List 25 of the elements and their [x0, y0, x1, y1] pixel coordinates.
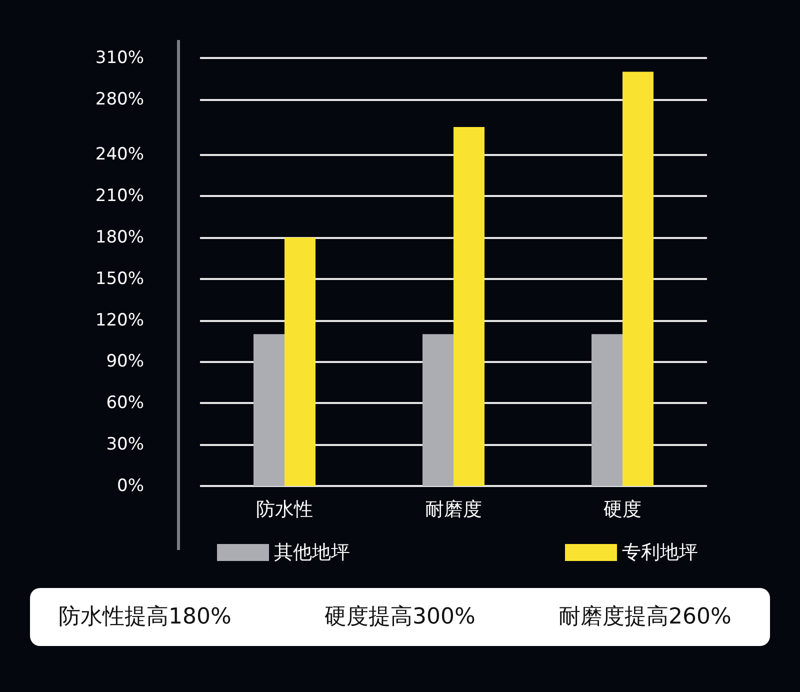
- bar: [422, 334, 454, 486]
- y-tick-label: 60%: [106, 393, 144, 414]
- bar: [622, 72, 654, 486]
- bar: [454, 127, 484, 486]
- bar: [284, 237, 316, 486]
- y-tick-label: 0%: [117, 476, 144, 496]
- x-tick-label: 耐磨度: [425, 498, 482, 520]
- y-tick-label: 30%: [106, 434, 144, 455]
- y-tick-label: 150%: [95, 268, 144, 289]
- y-tick-label: 180%: [95, 227, 144, 248]
- y-tick-label: 90%: [106, 352, 144, 372]
- legend-label: 专利地坪: [622, 542, 698, 564]
- y-tick-label: 280%: [95, 89, 144, 110]
- legend-label: 其他地坪: [274, 542, 350, 564]
- bar: [254, 334, 284, 486]
- y-tick-label: 120%: [95, 310, 144, 330]
- y-tick-label: 210%: [95, 186, 144, 206]
- x-tick-label: 防水性: [256, 498, 313, 520]
- text: 防水性提高180%: [58, 604, 232, 630]
- bar: [592, 334, 622, 486]
- x-tick-label: 硬度: [604, 498, 642, 520]
- text: 硬度提高300%: [324, 604, 476, 630]
- y-tick-label: 240%: [95, 144, 144, 165]
- y-tick-label: 310%: [95, 48, 144, 68]
- text: 耐磨度提高260%: [558, 604, 732, 630]
